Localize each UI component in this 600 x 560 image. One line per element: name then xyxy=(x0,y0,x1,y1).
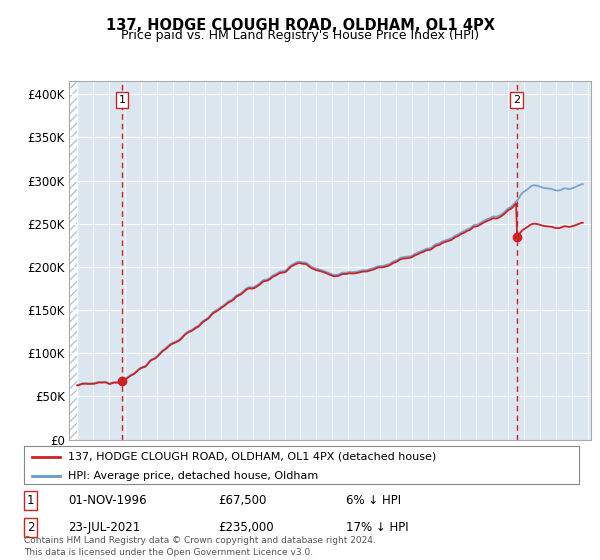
Text: 17% ↓ HPI: 17% ↓ HPI xyxy=(346,521,409,534)
Bar xyxy=(69,81,77,440)
Text: Price paid vs. HM Land Registry's House Price Index (HPI): Price paid vs. HM Land Registry's House … xyxy=(121,29,479,42)
Text: 2: 2 xyxy=(27,521,34,534)
Text: HPI: Average price, detached house, Oldham: HPI: Average price, detached house, Oldh… xyxy=(68,471,319,481)
Text: £235,000: £235,000 xyxy=(218,521,274,534)
Text: 137, HODGE CLOUGH ROAD, OLDHAM, OL1 4PX: 137, HODGE CLOUGH ROAD, OLDHAM, OL1 4PX xyxy=(106,18,494,33)
Text: 2: 2 xyxy=(513,95,520,105)
Text: £67,500: £67,500 xyxy=(218,493,266,507)
Text: 6% ↓ HPI: 6% ↓ HPI xyxy=(346,493,401,507)
Text: 23-JUL-2021: 23-JUL-2021 xyxy=(68,521,140,534)
Bar xyxy=(69,81,77,440)
Text: 1: 1 xyxy=(27,493,34,507)
Text: 137, HODGE CLOUGH ROAD, OLDHAM, OL1 4PX (detached house): 137, HODGE CLOUGH ROAD, OLDHAM, OL1 4PX … xyxy=(68,451,437,461)
Text: 01-NOV-1996: 01-NOV-1996 xyxy=(68,493,147,507)
Text: 1: 1 xyxy=(119,95,125,105)
Text: Contains HM Land Registry data © Crown copyright and database right 2024.
This d: Contains HM Land Registry data © Crown c… xyxy=(24,536,376,557)
